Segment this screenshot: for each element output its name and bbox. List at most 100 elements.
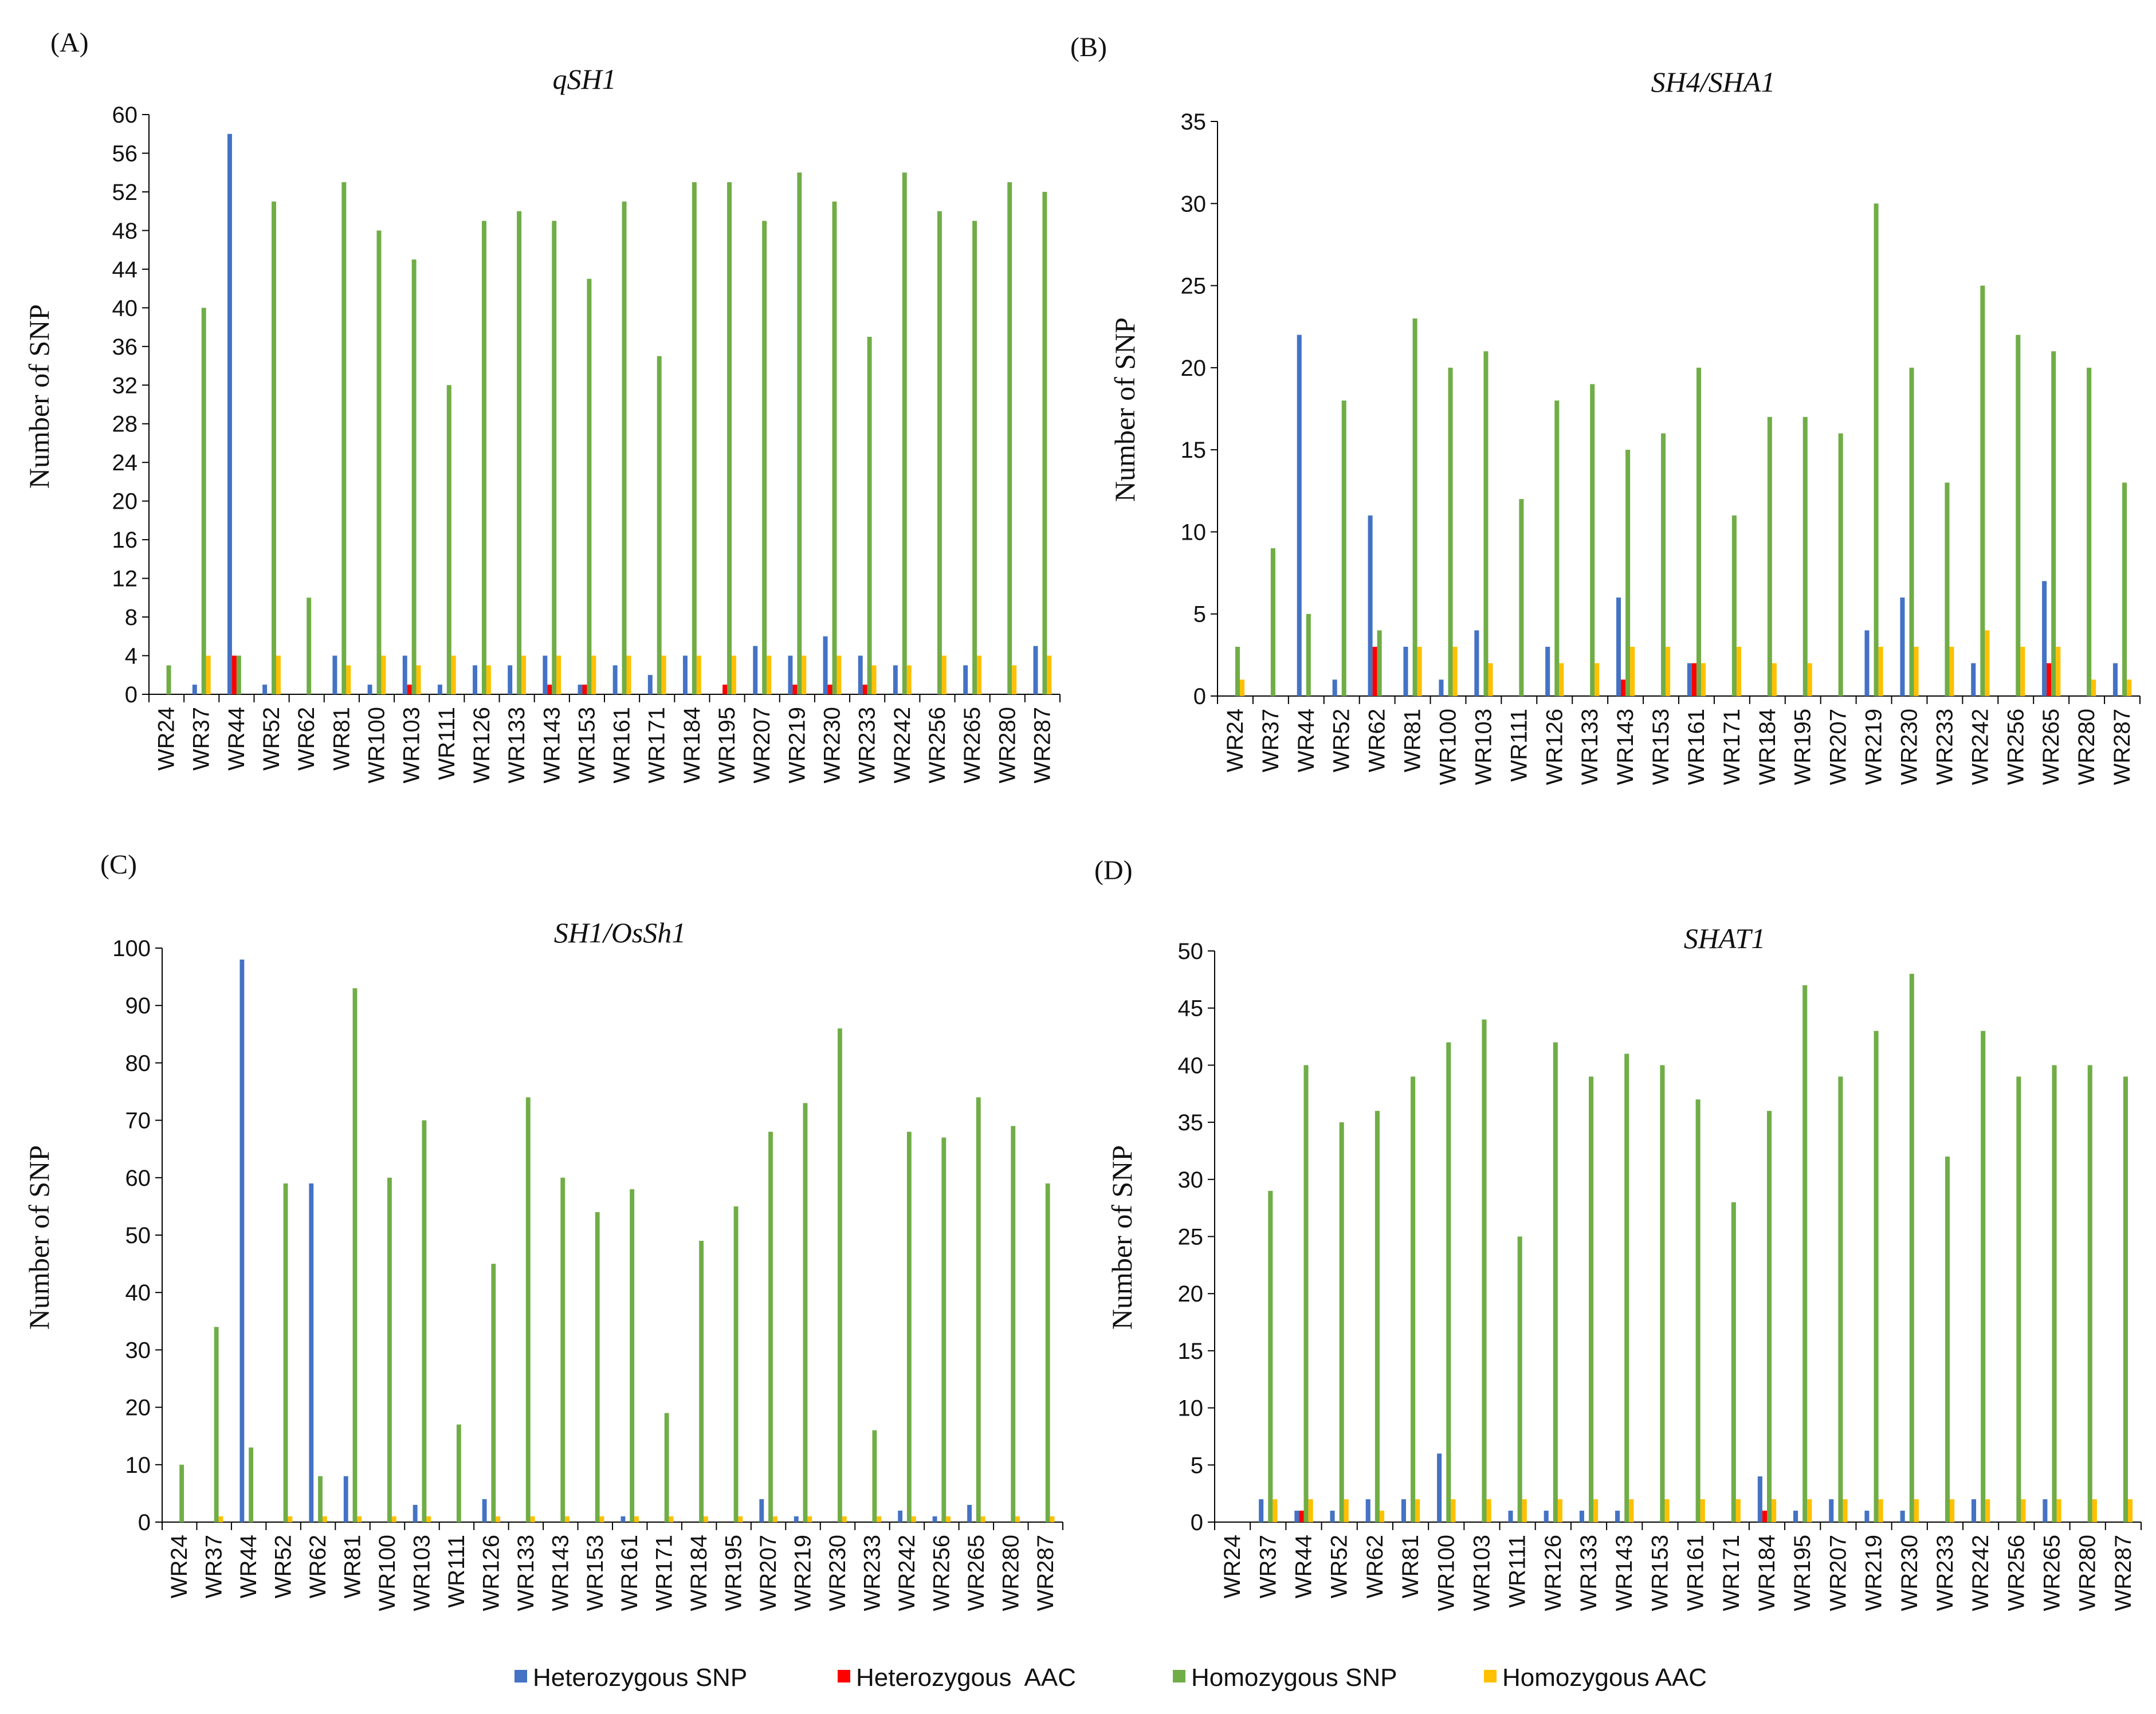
bar-heterozygous-aac xyxy=(547,685,552,694)
legend-label-heterozygous-aac: Heterozygous AAC xyxy=(856,1664,1076,1692)
bar-homozygous-snp xyxy=(622,201,627,694)
chart-title: SH1/OsSh1 xyxy=(554,917,686,949)
x-tick-label: WR230 xyxy=(825,1535,850,1611)
bar-heterozygous-snp xyxy=(1294,1511,1299,1522)
bar-homozygous-snp xyxy=(1980,285,1985,697)
bar-homozygous-aac xyxy=(1344,1499,1349,1522)
bar-heterozygous-snp xyxy=(1579,1511,1584,1522)
x-tick-label: WR100 xyxy=(1436,709,1461,785)
y-axis-label: Number of SNP xyxy=(23,304,55,489)
bar-homozygous-aac xyxy=(530,1516,535,1522)
bar-homozygous-snp xyxy=(1517,1236,1522,1522)
bar-homozygous-aac xyxy=(1557,1499,1562,1522)
bar-homozygous-snp xyxy=(1377,630,1382,696)
bar-homozygous-aac xyxy=(807,1516,812,1522)
x-tick-label: WR44 xyxy=(236,1535,261,1598)
y-tick-label: 30 xyxy=(1181,191,1207,217)
x-tick-label: WR280 xyxy=(2075,1535,2100,1611)
x-tick-label: WR256 xyxy=(2003,709,2028,785)
bar-homozygous-aac xyxy=(1379,1511,1385,1522)
bar-homozygous-snp xyxy=(283,1183,288,1522)
bar-homozygous-snp xyxy=(352,988,358,1522)
x-tick-label: WR195 xyxy=(714,707,740,783)
bar-homozygous-aac xyxy=(946,1516,951,1522)
bar-homozygous-snp xyxy=(1981,1031,1986,1522)
bar-heterozygous-snp xyxy=(367,685,372,694)
x-tick-label: WR126 xyxy=(478,1535,504,1611)
bar-heterozygous-snp xyxy=(1687,663,1692,696)
x-tick-label: WR230 xyxy=(820,707,845,783)
x-tick-label: WR133 xyxy=(513,1535,539,1611)
bar-heterozygous-snp xyxy=(1437,1453,1442,1522)
bar-homozygous-snp xyxy=(1661,433,1666,696)
x-tick-label: WR133 xyxy=(504,707,529,783)
bar-homozygous-snp xyxy=(1874,1031,1879,1522)
bar-homozygous-aac xyxy=(218,1516,223,1522)
y-tick-label: 16 xyxy=(112,528,138,553)
y-tick-label: 24 xyxy=(112,450,138,475)
bar-heterozygous-snp xyxy=(1616,597,1621,696)
bar-homozygous-snp xyxy=(1448,367,1453,696)
y-tick-label: 52 xyxy=(112,180,138,205)
x-tick-label: WR143 xyxy=(539,707,564,783)
y-tick-label: 35 xyxy=(1181,109,1207,135)
chart-title: qSH1 xyxy=(552,63,616,95)
bar-heterozygous-snp xyxy=(239,960,245,1522)
x-tick-label: WR81 xyxy=(340,1535,366,1598)
y-tick-label: 50 xyxy=(125,1223,151,1248)
x-tick-label: WR143 xyxy=(1613,709,1638,785)
x-tick-label: WR233 xyxy=(1933,1535,1958,1611)
bar-homozygous-aac xyxy=(1488,663,1493,696)
bar-homozygous-snp xyxy=(692,182,697,695)
bar-homozygous-snp xyxy=(1802,416,1808,696)
bar-homozygous-snp xyxy=(2016,335,2021,696)
x-tick-label: WR52 xyxy=(271,1535,296,1598)
bar-homozygous-snp xyxy=(2123,1076,2128,1522)
x-tick-label: WR207 xyxy=(756,1535,781,1611)
x-tick-label: WR81 xyxy=(1400,709,1425,772)
bar-homozygous-aac xyxy=(486,665,491,694)
bar-heterozygous-snp xyxy=(963,665,968,694)
bar-heterozygous-snp xyxy=(1971,663,1976,696)
x-tick-label: WR171 xyxy=(1719,1535,1744,1611)
bar-homozygous-aac xyxy=(1629,1499,1634,1522)
x-tick-label: WR242 xyxy=(890,707,915,783)
bar-homozygous-aac xyxy=(1664,1499,1670,1522)
x-tick-label: WR265 xyxy=(964,1535,989,1611)
plot-area: 0 5 10 15 20 25 30 35 WR24 WR37 WR44 WR52 WR62 WR81 WR… xyxy=(1181,109,2141,785)
bar-homozygous-snp xyxy=(1268,1190,1273,1522)
x-tick-label: WR52 xyxy=(1329,709,1354,772)
bar-homozygous-aac xyxy=(1735,1499,1741,1522)
y-tick-label: 5 xyxy=(1191,1453,1203,1478)
panel-label: (C) xyxy=(100,850,137,880)
y-tick-label: 60 xyxy=(125,1166,151,1191)
bar-homozygous-aac xyxy=(731,655,736,694)
x-tick-label: WR280 xyxy=(2074,709,2099,785)
bar-homozygous-snp xyxy=(2087,367,2092,696)
bar-homozygous-aac xyxy=(2091,679,2096,696)
x-tick-label: WR133 xyxy=(1576,1535,1601,1611)
bar-homozygous-aac xyxy=(1843,1499,1848,1522)
bar-homozygous-aac xyxy=(591,655,596,694)
bar-heterozygous-snp xyxy=(227,133,232,694)
x-tick-label: WR52 xyxy=(1327,1535,1352,1598)
bar-heterozygous-snp xyxy=(437,685,442,694)
bar-heterozygous-snp xyxy=(1033,646,1038,694)
bar-homozygous-aac xyxy=(906,665,912,694)
x-tick-label: WR171 xyxy=(1719,709,1745,785)
bar-homozygous-aac xyxy=(1486,1499,1491,1522)
chart-title: SHAT1 xyxy=(1684,922,1766,954)
bar-homozygous-aac xyxy=(837,655,842,694)
bar-homozygous-snp xyxy=(867,336,872,694)
bar-homozygous-snp xyxy=(941,1137,947,1522)
bar-heterozygous-snp xyxy=(1259,1499,1264,1522)
y-tick-label: 20 xyxy=(112,489,138,514)
x-tick-label: WR207 xyxy=(1826,709,1851,785)
bar-homozygous-snp xyxy=(1482,1019,1487,1522)
bar-homozygous-snp xyxy=(1553,1042,1558,1522)
bar-heterozygous-aac xyxy=(827,685,832,694)
y-tick-label: 25 xyxy=(1181,274,1207,299)
x-tick-label: WR44 xyxy=(1294,709,1319,772)
bar-homozygous-aac xyxy=(1914,647,1919,696)
bar-homozygous-aac xyxy=(346,665,351,694)
